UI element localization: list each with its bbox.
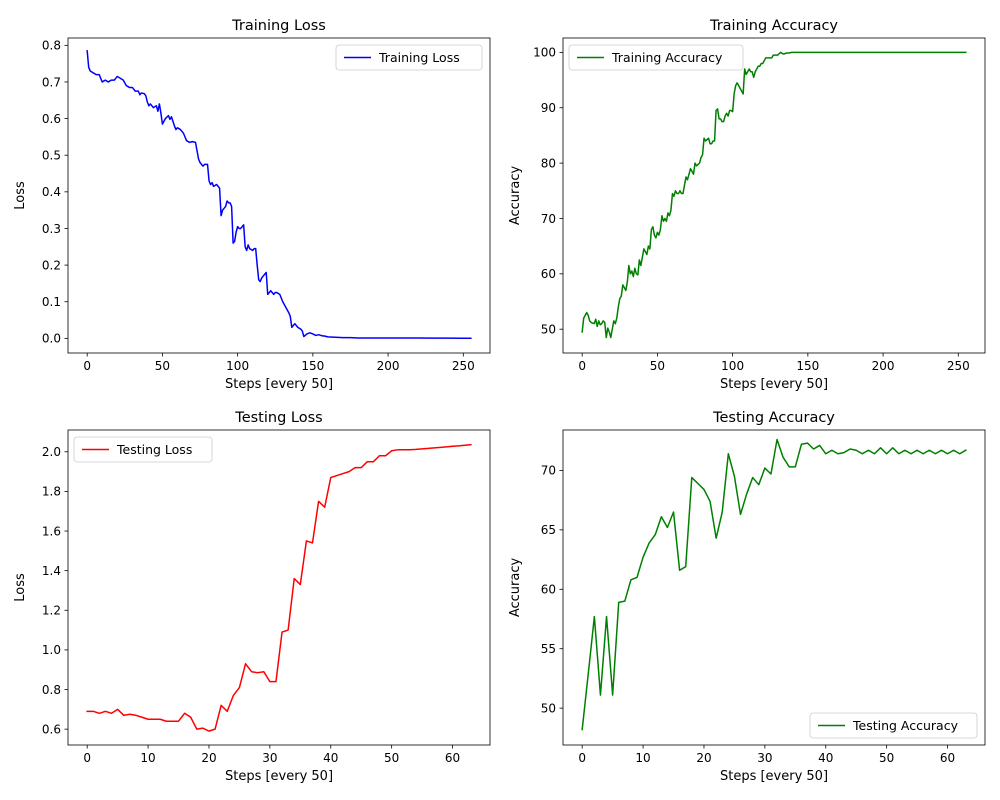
y-axis-label: Accuracy [508, 166, 523, 226]
x-tick-label: 20 [696, 751, 711, 765]
y-tick-label: 0.1 [42, 295, 61, 309]
x-tick-label: 60 [445, 751, 460, 765]
y-tick-label: 0.5 [42, 149, 61, 163]
x-tick-label: 40 [818, 751, 833, 765]
y-tick-label: 55 [541, 642, 556, 656]
x-tick-label: 40 [323, 751, 338, 765]
x-tick-label: 50 [155, 359, 170, 373]
x-tick-label: 200 [377, 359, 400, 373]
legend-label: Testing Loss [116, 442, 192, 457]
x-tick-label: 10 [140, 751, 155, 765]
y-tick-label: 60 [541, 583, 556, 597]
x-tick-label: 200 [872, 359, 895, 373]
axes-frame [562, 37, 986, 354]
chart-title: Training Loss [231, 18, 326, 34]
chart-testing-accuracy: 0 10 20 30 40 50 60 50 55 60 65 70 Testing Accuracy S… [508, 410, 986, 784]
legend-box [335, 44, 483, 71]
y-tick-label: 70 [541, 212, 556, 226]
chart-testing-loss: 0 10 20 30 40 50 60 0.6 0.8 1.0 1.2 1.4 1.6 1.8 2.0 Tes… [13, 410, 491, 784]
legend: Training Accuracy [568, 44, 744, 71]
y-tick-label: 0.6 [42, 112, 61, 126]
y-tick-label: 1.0 [42, 643, 61, 657]
x-tick-label: 20 [201, 751, 216, 765]
x-axis-label: Steps [every 50] [225, 769, 333, 784]
x-tick-label: 250 [452, 359, 475, 373]
x-tick-label: 50 [384, 751, 399, 765]
x-tick-label: 250 [947, 359, 970, 373]
x-tick-label: 0 [83, 751, 91, 765]
y-tick-label: 50 [541, 322, 556, 336]
y-tick-label: 1.4 [42, 564, 61, 578]
series-line-testing-loss [86, 443, 472, 732]
chart-title: Training Accuracy [709, 18, 838, 34]
y-tick-label: 65 [541, 523, 556, 537]
axes-frame [562, 429, 986, 746]
x-tick-label: 100 [226, 359, 249, 373]
chart-title: Testing Loss [234, 410, 322, 426]
legend-label: Training Accuracy [611, 50, 723, 65]
legend: Testing Loss [73, 436, 213, 463]
x-tick-label: 50 [650, 359, 665, 373]
legend-box [568, 44, 744, 71]
y-tick-label: 1.2 [42, 604, 61, 618]
y-tick-label: 1.8 [42, 485, 61, 499]
legend-box [73, 436, 213, 463]
legend-label: Training Loss [378, 50, 460, 65]
y-tick-label: 2.0 [42, 445, 61, 459]
y-tick-label: 0.0 [42, 332, 61, 346]
x-tick-label: 0 [578, 359, 586, 373]
y-tick-label: 0.3 [42, 222, 61, 236]
x-tick-label: 0 [83, 359, 91, 373]
series-line-training-loss [86, 50, 472, 339]
y-tick-label: 0.8 [42, 39, 61, 53]
y-tick-label: 80 [541, 156, 556, 170]
x-tick-label: 10 [635, 751, 650, 765]
y-tick-label: 90 [541, 101, 556, 115]
x-tick-label: 150 [301, 359, 324, 373]
x-tick-label: 150 [796, 359, 819, 373]
x-axis-label: Steps [every 50] [720, 377, 828, 392]
y-axis-label: Accuracy [508, 558, 523, 618]
axes-frame [67, 429, 491, 746]
x-tick-label: 0 [578, 751, 586, 765]
y-tick-label: 0.7 [42, 75, 61, 89]
y-tick-label: 50 [541, 701, 556, 715]
chart-training-loss: 0 50 100 150 200 250 0.0 0.1 0.2 0.3 0.4 0.5 0.6 0.7 0… [13, 18, 491, 392]
y-tick-label: 0.2 [42, 258, 61, 272]
chart-title: Testing Accuracy [712, 410, 835, 426]
y-tick-label: 60 [541, 267, 556, 281]
series-line-testing-accuracy [581, 438, 967, 731]
legend-box [809, 712, 978, 739]
y-tick-label: 0.4 [42, 185, 61, 199]
y-tick-label: 1.6 [42, 524, 61, 538]
y-tick-label: 100 [533, 46, 556, 60]
legend: Testing Accuracy [809, 712, 978, 739]
x-tick-label: 30 [262, 751, 277, 765]
axes-frame [67, 37, 491, 354]
legend-label: Testing Accuracy [852, 718, 959, 733]
x-tick-label: 50 [879, 751, 894, 765]
chart-training-accuracy: 0 50 100 150 200 250 50 60 70 80 90 100 Training Acc… [508, 18, 986, 392]
y-axis-label: Loss [13, 181, 28, 210]
x-tick-label: 100 [721, 359, 744, 373]
x-tick-label: 30 [757, 751, 772, 765]
x-axis-label: Steps [every 50] [720, 769, 828, 784]
x-tick-label: 60 [940, 751, 955, 765]
legend: Training Loss [335, 44, 483, 71]
y-tick-label: 0.6 [42, 722, 61, 736]
x-axis-label: Steps [every 50] [225, 377, 333, 392]
y-tick-label: 0.8 [42, 683, 61, 697]
y-tick-label: 70 [541, 464, 556, 478]
series-line-training-accuracy [581, 51, 967, 339]
y-axis-label: Loss [13, 573, 28, 602]
